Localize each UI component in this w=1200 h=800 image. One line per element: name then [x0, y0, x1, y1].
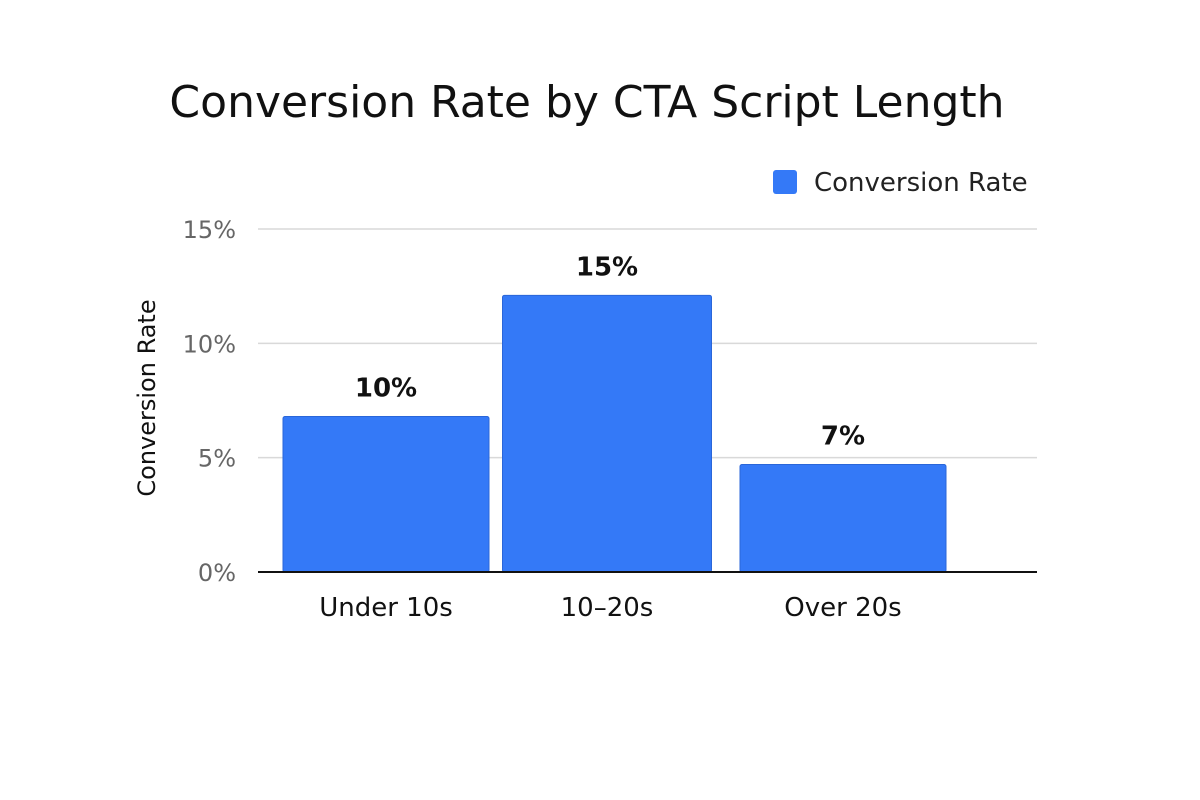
y-axis-ticks: 0% 5% 10% 15% — [183, 216, 236, 587]
legend-label: Conversion Rate — [814, 168, 1028, 198]
y-tick-label: 10% — [183, 330, 236, 358]
x-axis-ticks: Under 10s 10–20s Over 20s — [319, 593, 902, 623]
x-tick-label: 10–20s — [561, 593, 654, 623]
bar — [502, 294, 712, 573]
bar — [739, 464, 947, 573]
legend: Conversion Rate — [773, 168, 1028, 198]
chart-title: Conversion Rate by CTA Script Length — [169, 77, 1004, 128]
y-tick-label: 0% — [198, 559, 236, 587]
x-tick-label: Over 20s — [784, 593, 901, 623]
legend-swatch — [773, 170, 797, 194]
y-axis-label: Conversion Rate — [133, 299, 161, 496]
y-tick-label: 5% — [198, 445, 236, 473]
y-tick-label: 15% — [183, 216, 236, 244]
bars — [282, 294, 947, 573]
data-label: 15% — [576, 252, 638, 282]
bar — [282, 416, 490, 573]
data-label: 10% — [355, 374, 417, 404]
data-labels: 10% 15% 7% — [355, 252, 865, 451]
x-tick-label: Under 10s — [319, 593, 453, 623]
data-label: 7% — [821, 422, 865, 452]
